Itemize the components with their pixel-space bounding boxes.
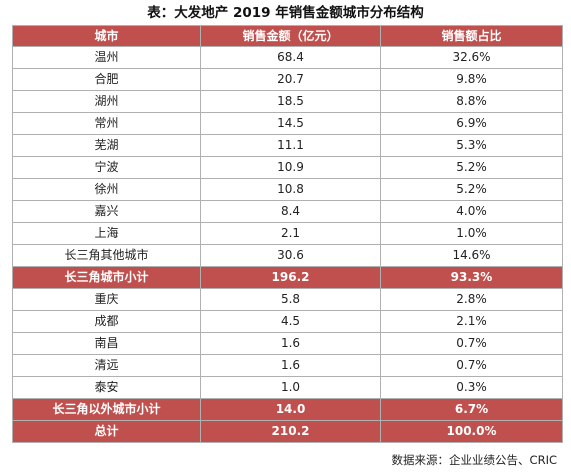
subtotal-row: 长三角以外城市小计 14.0 6.7% [12, 398, 563, 421]
column-header-city: 城市 [12, 25, 201, 47]
amount-cell: 196.2 [200, 266, 381, 289]
table-row: 温州 68.4 32.6% [12, 46, 563, 69]
amount-cell: 4.5 [200, 310, 381, 333]
share-cell: 2.1% [380, 310, 563, 333]
table-row: 徐州 10.8 5.2% [12, 178, 563, 201]
city-cell: 温州 [12, 46, 201, 69]
city-cell: 芜湖 [12, 134, 201, 157]
city-cell: 总计 [12, 420, 201, 443]
city-cell: 湖州 [12, 90, 201, 113]
share-cell: 4.0% [380, 200, 563, 223]
share-cell: 5.2% [380, 156, 563, 179]
city-cell: 上海 [12, 222, 201, 245]
share-cell: 8.8% [380, 90, 563, 113]
amount-cell: 30.6 [200, 244, 381, 267]
subtotal-row: 总计 210.2 100.0% [12, 420, 563, 443]
share-cell: 5.3% [380, 134, 563, 157]
share-cell: 14.6% [380, 244, 563, 267]
city-cell: 长三角城市小计 [12, 266, 201, 289]
city-cell: 徐州 [12, 178, 201, 201]
share-cell: 100.0% [380, 420, 563, 443]
amount-cell: 20.7 [200, 68, 381, 91]
table-row: 常州 14.5 6.9% [12, 112, 563, 135]
table-row: 芜湖 11.1 5.3% [12, 134, 563, 157]
table-row: 长三角其他城市 30.6 14.6% [12, 244, 563, 267]
header-row: 城市 销售金额（亿元） 销售额占比 [12, 25, 563, 47]
share-cell: 0.7% [380, 354, 563, 377]
subtotal-row: 长三角城市小计 196.2 93.3% [12, 266, 563, 289]
sales-distribution-table: 城市 销售金额（亿元） 销售额占比 温州 68.4 32.6% 合肥 20.7 9.8% 湖… [12, 25, 563, 443]
table-title: 表：大发地产 2019 年销售金额城市分布结构 [147, 5, 424, 21]
amount-cell: 1.0 [200, 376, 381, 399]
table-row: 重庆 5.8 2.8% [12, 288, 563, 311]
city-cell: 长三角以外城市小计 [12, 398, 201, 421]
table-row: 清远 1.6 0.7% [12, 354, 563, 377]
city-cell: 重庆 [12, 288, 201, 311]
table-row: 上海 2.1 1.0% [12, 222, 563, 245]
amount-cell: 10.9 [200, 156, 381, 179]
city-cell: 长三角其他城市 [12, 244, 201, 267]
city-cell: 常州 [12, 112, 201, 135]
amount-cell: 1.6 [200, 354, 381, 377]
city-cell: 泰安 [12, 376, 201, 399]
share-cell: 1.0% [380, 222, 563, 245]
amount-cell: 11.1 [200, 134, 381, 157]
share-cell: 32.6% [380, 46, 563, 69]
amount-cell: 10.8 [200, 178, 381, 201]
amount-cell: 14.5 [200, 112, 381, 135]
share-cell: 2.8% [380, 288, 563, 311]
table-body: 温州 68.4 32.6% 合肥 20.7 9.8% 湖州 18.5 8.8% 常州 14.5 6.9… [12, 46, 563, 443]
amount-cell: 18.5 [200, 90, 381, 113]
city-cell: 嘉兴 [12, 200, 201, 223]
share-cell: 0.7% [380, 332, 563, 355]
share-cell: 93.3% [380, 266, 563, 289]
city-cell: 成都 [12, 310, 201, 333]
amount-cell: 14.0 [200, 398, 381, 421]
city-cell: 南昌 [12, 332, 201, 355]
share-cell: 5.2% [380, 178, 563, 201]
amount-cell: 8.4 [200, 200, 381, 223]
table-row: 成都 4.5 2.1% [12, 310, 563, 333]
amount-cell: 5.8 [200, 288, 381, 311]
city-cell: 合肥 [12, 68, 201, 91]
share-cell: 6.9% [380, 112, 563, 135]
amount-cell: 68.4 [200, 46, 381, 69]
table-row: 湖州 18.5 8.8% [12, 90, 563, 113]
amount-cell: 2.1 [200, 222, 381, 245]
table-row: 南昌 1.6 0.7% [12, 332, 563, 355]
column-header-amount: 销售金额（亿元） [200, 25, 381, 47]
share-cell: 0.3% [380, 376, 563, 399]
column-header-share: 销售额占比 [380, 25, 563, 47]
table-row: 宁波 10.9 5.2% [12, 156, 563, 179]
table-row: 嘉兴 8.4 4.0% [12, 200, 563, 223]
share-cell: 6.7% [380, 398, 563, 421]
share-cell: 9.8% [380, 68, 563, 91]
amount-cell: 210.2 [200, 420, 381, 443]
table-row: 泰安 1.0 0.3% [12, 376, 563, 399]
data-source-note: 数据来源：企业业绩公告、CRIC [391, 453, 557, 467]
amount-cell: 1.6 [200, 332, 381, 355]
table-row: 合肥 20.7 9.8% [12, 68, 563, 91]
city-cell: 宁波 [12, 156, 201, 179]
city-cell: 清远 [12, 354, 201, 377]
